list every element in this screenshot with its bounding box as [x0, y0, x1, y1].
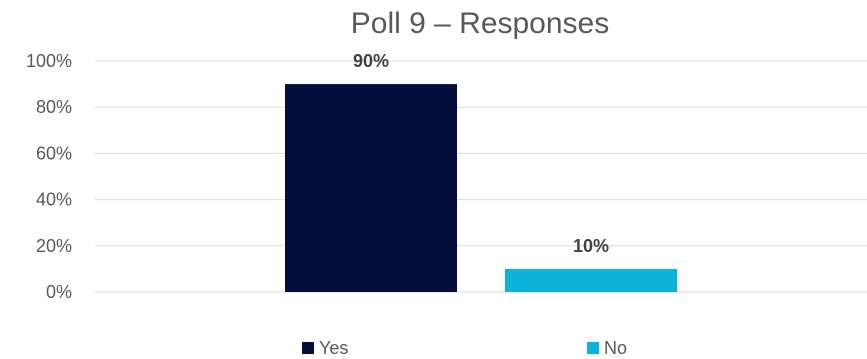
legend-swatch-yes — [302, 342, 314, 354]
y-tick-label: 40% — [36, 190, 72, 210]
bar-yes — [285, 84, 457, 292]
y-tick-label: 100% — [26, 51, 72, 71]
gridlines — [95, 60, 867, 293]
legend: Yes No — [302, 338, 627, 358]
data-label-yes: 90% — [353, 51, 389, 71]
data-labels: 90% 10% — [353, 51, 609, 256]
legend-label-yes: Yes — [319, 338, 348, 358]
chart-title: Poll 9 – Responses — [351, 7, 610, 40]
y-tick-label: 80% — [36, 97, 72, 117]
legend-swatch-no — [587, 342, 599, 354]
legend-label-no: No — [604, 338, 627, 358]
y-tick-label: 20% — [36, 236, 72, 256]
bar-no — [505, 268, 677, 292]
data-label-no: 10% — [573, 236, 609, 256]
y-tick-label: 0% — [46, 282, 72, 302]
bars — [285, 84, 677, 292]
y-axis-ticks: 0% 20% 40% 60% 80% 100% — [26, 51, 72, 302]
y-tick-label: 60% — [36, 143, 72, 163]
